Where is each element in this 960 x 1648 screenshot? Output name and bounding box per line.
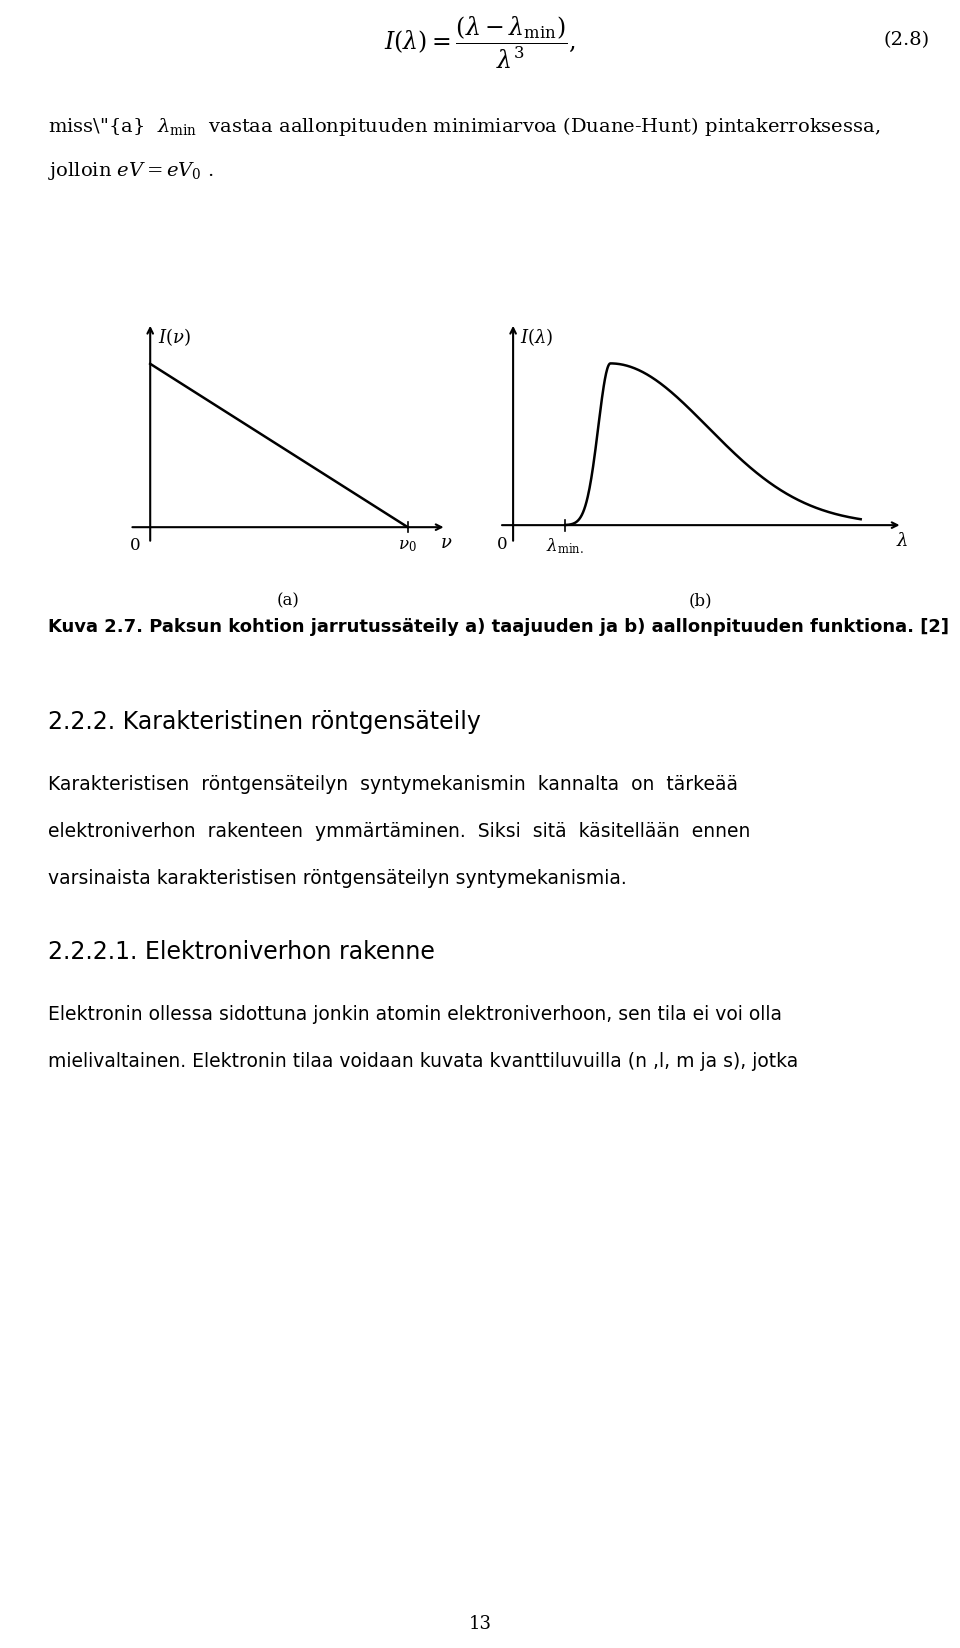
Text: 2.2.2. Karakteristinen röntgensäteily: 2.2.2. Karakteristinen röntgensäteily <box>48 710 481 733</box>
Text: Karakteristisen  röntgensäteilyn  syntymekanismin  kannalta  on  tärkeää: Karakteristisen röntgensäteilyn syntymek… <box>48 775 738 794</box>
Text: $\nu_0$: $\nu_0$ <box>398 537 418 554</box>
Text: (2.8): (2.8) <box>884 31 930 49</box>
Text: (a): (a) <box>276 592 300 610</box>
Text: $\lambda$: $\lambda$ <box>897 532 908 550</box>
Text: $\nu$: $\nu$ <box>440 534 453 552</box>
Text: varsinaista karakteristisen röntgensäteilyn syntymekanismia.: varsinaista karakteristisen röntgensätei… <box>48 868 627 888</box>
Text: 13: 13 <box>468 1615 492 1633</box>
Text: jolloin $eV = eV_0$ .: jolloin $eV = eV_0$ . <box>48 160 213 181</box>
Text: 0: 0 <box>497 536 508 554</box>
Text: $\lambda_{\mathrm{min.}}$: $\lambda_{\mathrm{min.}}$ <box>546 536 585 555</box>
Text: Kuva 2.7. Paksun kohtion jarrutussäteily a) taajuuden ja b) aallonpituuden funkt: Kuva 2.7. Paksun kohtion jarrutussäteily… <box>48 618 949 636</box>
Text: Elektronin ollessa sidottuna jonkin atomin elektroniverhoon, sen tila ei voi oll: Elektronin ollessa sidottuna jonkin atom… <box>48 1005 782 1023</box>
Text: elektroniverhon  rakenteen  ymmärtäminen.  Siksi  sitä  käsitellään  ennen: elektroniverhon rakenteen ymmärtäminen. … <box>48 822 751 840</box>
Text: $I(\nu)$: $I(\nu)$ <box>158 326 191 348</box>
Text: $I(\lambda) = \dfrac{(\lambda - \lambda_{\min})}{\lambda^3},$: $I(\lambda) = \dfrac{(\lambda - \lambda_… <box>384 15 576 71</box>
Text: miss\"{a}  $\lambda_{\min}$  vastaa aallonpituuden minimiarvoa (Duane-Hunt) pint: miss\"{a} $\lambda_{\min}$ vastaa aallon… <box>48 115 880 138</box>
Text: $I(\lambda)$: $I(\lambda)$ <box>520 326 554 348</box>
Text: (b): (b) <box>689 592 712 610</box>
Text: 2.2.2.1. Elektroniverhon rakenne: 2.2.2.1. Elektroniverhon rakenne <box>48 939 435 964</box>
Text: 0: 0 <box>130 537 140 554</box>
Text: mielivaltainen. Elektronin tilaa voidaan kuvata kvanttiluvuilla (n ,l, m ja s), : mielivaltainen. Elektronin tilaa voidaan… <box>48 1051 799 1071</box>
